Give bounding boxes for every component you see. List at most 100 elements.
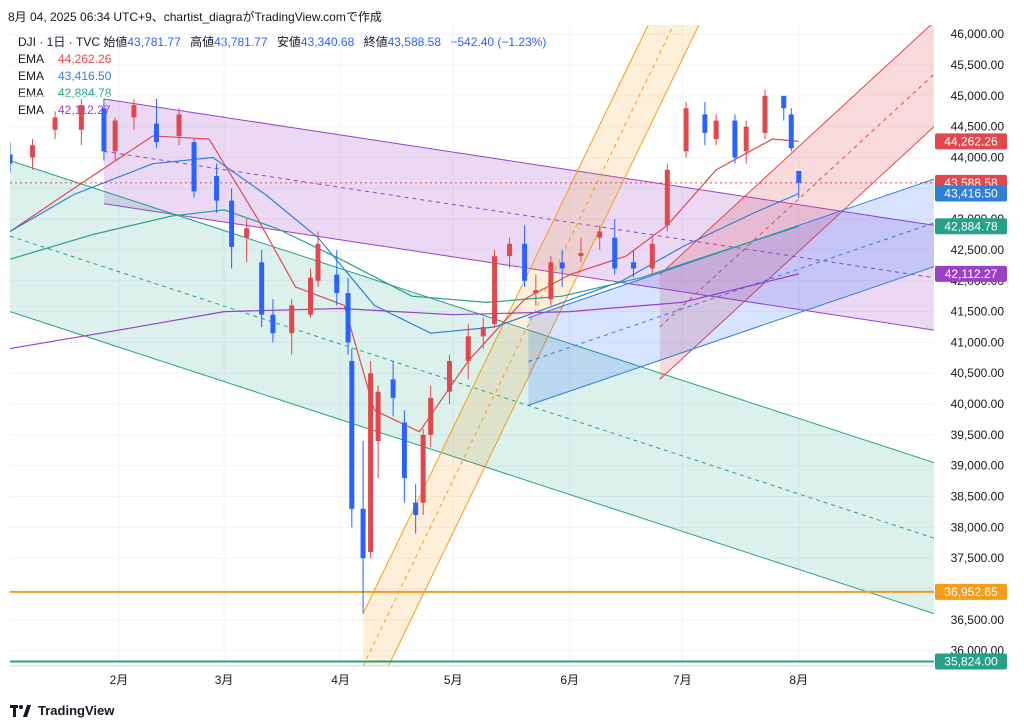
x-tick-label: 7月 [673, 673, 692, 687]
candle [743, 120, 749, 164]
ema-value: 42,112.27 [58, 103, 111, 117]
candle-body [368, 373, 374, 552]
candle-body [664, 169, 670, 226]
footer-brand[interactable]: TradingView [10, 703, 114, 718]
price-label: 42,112.27 [935, 265, 1007, 282]
channel-teal-median [10, 235, 934, 539]
candle-body [713, 120, 719, 140]
channel-red-upper [659, 25, 932, 275]
x-tick-label: 8月 [789, 673, 808, 687]
candle-body [796, 170, 802, 183]
candle-body [401, 422, 407, 479]
y-tick-label: 46,000.00 [951, 27, 1005, 41]
candle [244, 219, 250, 263]
high-value: 43,781.77 [214, 35, 268, 49]
ema-label: EMA [18, 52, 45, 66]
candle [345, 277, 351, 355]
tradingview-logo-icon [10, 704, 31, 717]
candle [360, 441, 366, 614]
x-tick-label: 2月 [110, 673, 129, 687]
candle-body [788, 114, 794, 149]
candle [289, 299, 295, 355]
candle [781, 95, 787, 121]
x-tick-label: 4月 [331, 673, 350, 687]
candle-body [307, 277, 313, 315]
candle-body [10, 154, 13, 164]
candle-body [507, 243, 513, 257]
ema-line-1 [10, 135, 799, 433]
price-label-text: 42,884.78 [944, 219, 998, 233]
candle-body [334, 274, 340, 294]
y-tick-label: 37,500.00 [951, 551, 1005, 565]
candle [153, 98, 159, 149]
candle-body [78, 105, 84, 130]
symbol-label[interactable]: DJI · 1日 · TVC [18, 35, 101, 49]
candle [131, 98, 137, 130]
price-label-text: 43,416.50 [944, 186, 998, 200]
y-tick-label: 41,000.00 [951, 335, 1005, 349]
y-tick-label: 45,500.00 [951, 58, 1005, 72]
price-label-box [935, 133, 1007, 150]
ema-row-1[interactable]: EMA 44,262.26 [18, 51, 552, 68]
channel-teal-lower [10, 311, 934, 615]
candle [597, 225, 603, 250]
ema-row-4[interactable]: EMA 42,112.27 [18, 102, 552, 119]
candle [401, 410, 407, 503]
x-tick-label: 3月 [215, 673, 234, 687]
candle-body [732, 120, 738, 158]
candle-body [131, 105, 137, 118]
candle [270, 299, 276, 343]
ema-row-3[interactable]: EMA 42,884.78 [18, 85, 552, 102]
candle-body [480, 327, 486, 337]
candle-body [465, 336, 471, 361]
candle [259, 249, 265, 328]
candle [559, 249, 565, 287]
candle-body [762, 95, 768, 133]
price-label-text: 42,112.27 [945, 267, 998, 281]
candle-body [30, 145, 36, 158]
y-tick-label: 42,500.00 [951, 243, 1005, 257]
price-label: 44,262.26 [935, 133, 1007, 150]
ema-row-2[interactable]: EMA 43,416.50 [18, 68, 552, 85]
candle [612, 219, 618, 275]
candle [390, 360, 396, 417]
candle [480, 317, 486, 349]
candle [578, 237, 584, 263]
candle [796, 170, 802, 199]
candle [788, 108, 794, 152]
price-label-box [935, 185, 1007, 202]
candle-body [631, 262, 637, 269]
ema-label: EMA [18, 103, 45, 117]
candle [101, 98, 107, 161]
candle [52, 111, 58, 140]
candle [368, 360, 374, 559]
candle-body [533, 290, 539, 294]
candle [664, 163, 670, 232]
candle-body [578, 253, 584, 257]
channel-red-median [659, 73, 934, 328]
candle [30, 139, 36, 170]
y-tick-label: 36,500.00 [951, 613, 1005, 627]
candle [375, 385, 381, 479]
price-label-box [935, 218, 1007, 235]
channel-purple-median [103, 150, 934, 279]
high-label: 高値 [190, 35, 215, 49]
candle [176, 108, 182, 146]
channel-teal-fill [10, 160, 934, 614]
y-tick-label: 40,000.00 [951, 397, 1005, 411]
y-tick-label: 45,000.00 [951, 89, 1005, 103]
candle-body [244, 228, 250, 238]
ema-value: 43,416.50 [58, 69, 112, 83]
candle-body [743, 126, 749, 152]
candle-body [289, 305, 295, 334]
candle-body [52, 117, 58, 130]
candle-body [702, 114, 708, 133]
ema-value: 42,884.78 [58, 86, 112, 100]
candle-body [683, 108, 689, 152]
candle-body [375, 391, 381, 442]
channel-orange-lower [387, 25, 700, 666]
candle [548, 256, 554, 306]
candle-body [153, 123, 159, 143]
price-label: 35,824.00 [935, 653, 1007, 670]
